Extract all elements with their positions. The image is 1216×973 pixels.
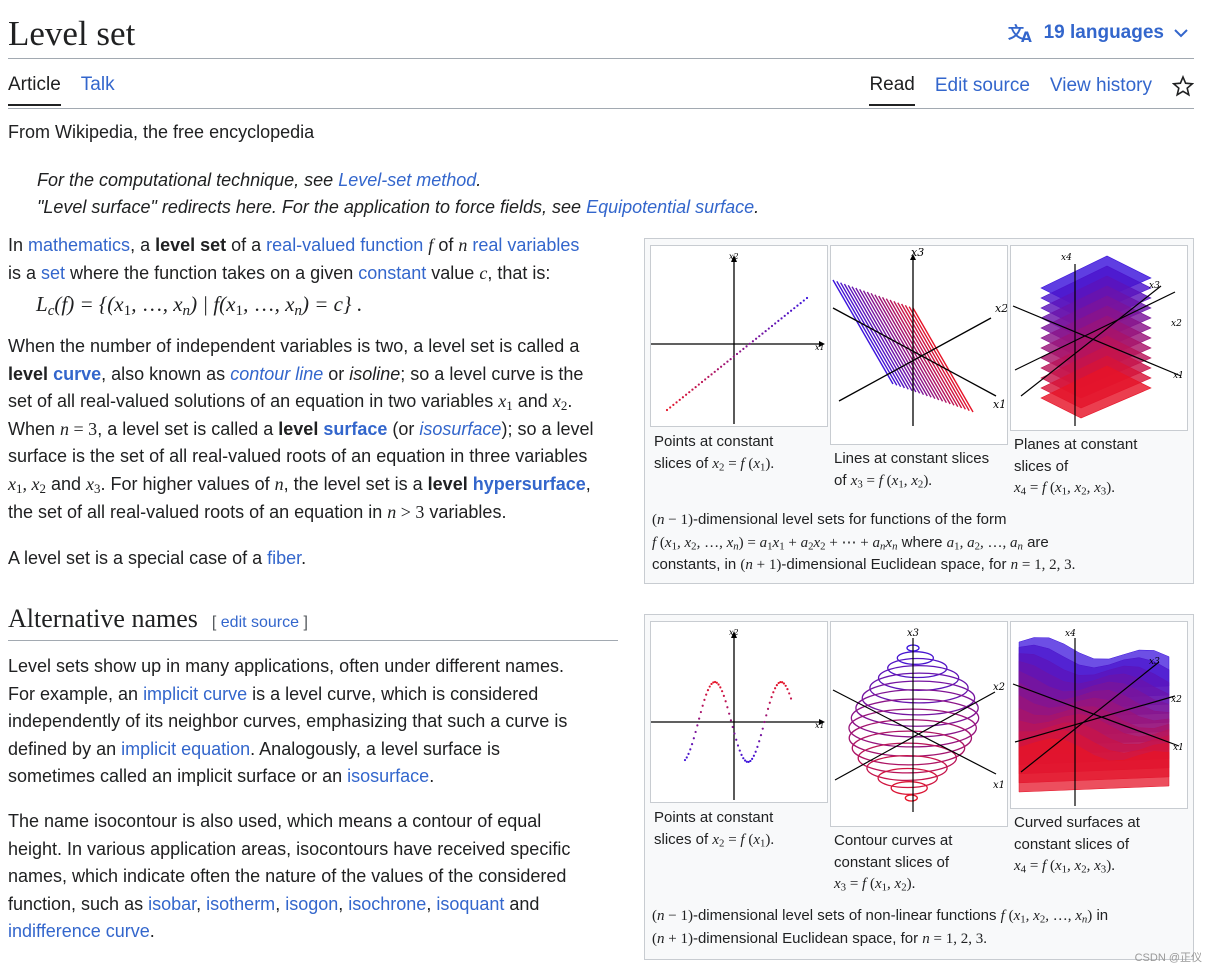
figure-linear-level-sets: x1 x2 x3 x2 x1 x4 x3 x2 x1 Point — [644, 238, 1194, 584]
link-isosurface[interactable]: isosurface — [419, 418, 502, 439]
axis-label-x1: x1 — [1173, 743, 1184, 753]
figure-panel-curved-surfaces[interactable]: x4 x3 x2 x1 — [1010, 621, 1188, 809]
axis-label-x2: x2 — [1171, 319, 1182, 329]
axis-label-x3: x3 — [1149, 281, 1160, 291]
link-equipotential-surface[interactable]: Equipotential surface — [586, 197, 755, 217]
languages-label: 19 languages — [1043, 22, 1164, 43]
edit-section-link[interactable]: [ edit source ] — [211, 614, 308, 631]
axis-label-x3: x3 — [1149, 657, 1160, 667]
axis-label-x1: x1 — [1173, 371, 1184, 381]
paragraph-applications: Level sets show up in many applications,… — [8, 656, 568, 787]
curved-surfaces — [1018, 637, 1170, 793]
tab-talk[interactable]: Talk — [80, 74, 115, 95]
axis-label-x3: x3 — [907, 628, 919, 639]
link-implicit-equation[interactable]: implicit equation — [121, 738, 251, 759]
link-real-valued-function[interactable]: real-valued function — [266, 235, 424, 255]
subcaption-sine-points: Points at constant slices of x2 = f (x1). — [654, 809, 775, 850]
link-isoquant[interactable]: isoquant — [436, 893, 505, 914]
axis-label-x4: x4 — [1065, 629, 1076, 639]
figure-panel-planes[interactable]: x4 x3 x2 x1 — [1010, 245, 1188, 431]
tab-read[interactable]: Read — [869, 74, 915, 106]
axis-label-x1: x1 — [815, 343, 825, 352]
tagline: From Wikipedia, the free encyclopedia — [8, 122, 315, 142]
figure-panel-sine-points[interactable]: x1 x2 — [650, 621, 828, 803]
link-isochrone[interactable]: isochrone — [348, 893, 427, 914]
link-surface[interactable]: surface — [323, 418, 388, 439]
subcaption-lines: Lines at constant slices of x3 = f (x1, x… — [834, 450, 990, 491]
link-isogon[interactable]: isogon — [285, 893, 339, 914]
link-indifference-curve[interactable]: indifference curve — [8, 921, 150, 942]
axis-label-x3: x3 — [911, 246, 924, 259]
link-isobar[interactable]: isobar — [148, 893, 197, 914]
link-contour-line[interactable]: contour line — [230, 363, 324, 384]
contour-curves — [848, 644, 980, 802]
link-real-variables[interactable]: real variables — [472, 235, 580, 255]
intro-paragraph: In mathematics, a level set of a real-va… — [8, 235, 580, 283]
figure-panel-lines[interactable]: x3 x2 x1 — [830, 245, 1008, 445]
dotted-line-points — [665, 296, 809, 412]
tab-view-history[interactable]: View history — [1049, 75, 1152, 96]
star-icon[interactable] — [1172, 75, 1194, 97]
figure-nonlinear-level-sets: x1 x2 x3 x2 x1 x4 x3 x2 x1 Points at co — [644, 614, 1194, 960]
axis-label-x4: x4 — [1061, 253, 1072, 263]
link-isotherm[interactable]: isotherm — [206, 893, 276, 914]
title-divider — [8, 58, 1194, 59]
axis-label-x2: x2 — [993, 682, 1005, 693]
axis-label-x1: x1 — [815, 721, 825, 730]
hatnote-1: For the computational technique, see Lev… — [37, 170, 482, 190]
figure-panel-points[interactable]: x1 x2 — [650, 245, 828, 427]
axis-label-x2: x2 — [729, 252, 739, 261]
link-fiber[interactable]: fiber — [267, 548, 302, 568]
subcaption-points: Points at constant slices of x2 = f (x1). — [654, 433, 775, 474]
link-implicit-curve[interactable]: implicit curve — [143, 683, 248, 704]
axis-label-x2: x2 — [729, 628, 739, 637]
tab-edit-source[interactable]: Edit source — [934, 75, 1030, 96]
hatnote-2: "Level surface" redirects here. For the … — [37, 197, 760, 217]
axis-label-x1: x1 — [993, 398, 1006, 411]
link-level-set-method[interactable]: Level-set method — [338, 170, 477, 190]
language-selector[interactable]: 文 A 19 languages — [1008, 22, 1188, 44]
translate-icon: 文 A — [1008, 23, 1032, 44]
link-constant[interactable]: constant — [358, 262, 427, 283]
subcaption-contours: Contour curves at constant slices of x3 = … — [834, 832, 953, 894]
level-set-formula: Lc(f) = {(x1, …, xn) | f(x1, …, xn) = c}… — [36, 292, 362, 319]
tab-article[interactable]: Article — [8, 74, 61, 106]
figure-caption-1: (n − 1)-dimensional level sets for funct… — [652, 511, 1076, 573]
axis-label-x2: x2 — [995, 302, 1007, 315]
paragraph-fiber: A level set is a special case of a fiber… — [8, 548, 307, 568]
stacked-planes — [1040, 255, 1152, 419]
paragraph-variables: When the number of independent variables… — [8, 336, 594, 522]
subcaption-curved-surfaces: Curved surfaces at constant slices of x4 =… — [1014, 814, 1140, 876]
axis-label-x2: x2 — [1171, 695, 1182, 705]
link-hypersurface[interactable]: hypersurface — [472, 473, 586, 494]
watermark: CSDN @正仪 — [1134, 952, 1202, 964]
axis-label-x1: x1 — [993, 780, 1005, 791]
link-set[interactable]: set — [41, 262, 66, 283]
page-title: Level set — [8, 14, 136, 53]
dotted-sine-curve — [683, 680, 793, 764]
chevron-down-icon — [1174, 29, 1188, 38]
link-isosurface-2[interactable]: isosurface — [347, 766, 430, 787]
svg-text:A: A — [1021, 30, 1032, 44]
paragraph-isocontour: The name isocontour is also used, which … — [8, 811, 571, 942]
figure-caption-2: (n − 1)-dimensional level sets of non-li… — [652, 907, 1109, 947]
tabs-divider — [8, 108, 1194, 109]
svg-text:文: 文 — [1008, 23, 1025, 42]
figure-panel-contours[interactable]: x3 x2 x1 — [830, 621, 1008, 827]
subcaption-planes: Planes at constant slices of x4 = f (x1, x… — [1014, 436, 1138, 498]
link-curve[interactable]: curve — [53, 363, 102, 384]
link-mathematics[interactable]: mathematics — [28, 235, 131, 255]
section-heading-alternative-names: Alternative names[ edit source ] — [8, 604, 618, 641]
